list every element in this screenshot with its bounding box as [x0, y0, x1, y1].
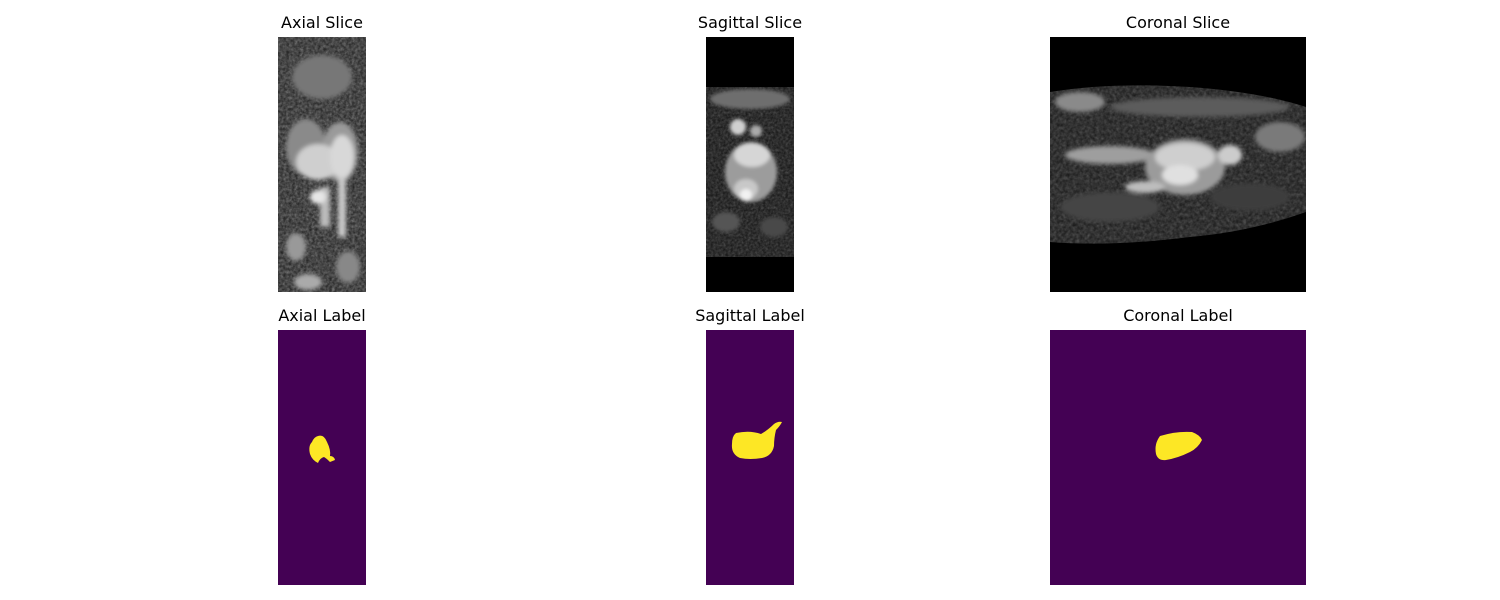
sagittal-label-title: Sagittal Label	[695, 306, 805, 325]
segmentation-mask	[1155, 431, 1202, 461]
axial-label-image	[278, 330, 366, 585]
sagittal-slice-title: Sagittal Slice	[697, 13, 803, 32]
coronal-label-title: Coronal Label	[1123, 306, 1233, 325]
segmentation-mask	[731, 421, 782, 459]
sagittal-label-image	[706, 330, 794, 585]
axial-slice-title: Axial Slice	[281, 13, 363, 32]
segmentation-mask	[309, 435, 335, 463]
label-background	[1050, 330, 1306, 585]
coronal-label-image	[1050, 330, 1306, 585]
sagittal-slice-image	[706, 37, 794, 292]
axial-slice-image	[278, 37, 366, 292]
coronal-slice-image	[1050, 37, 1306, 292]
coronal-slice-title: Coronal Slice	[1125, 13, 1231, 32]
axial-label-title: Axial Label	[278, 306, 366, 325]
